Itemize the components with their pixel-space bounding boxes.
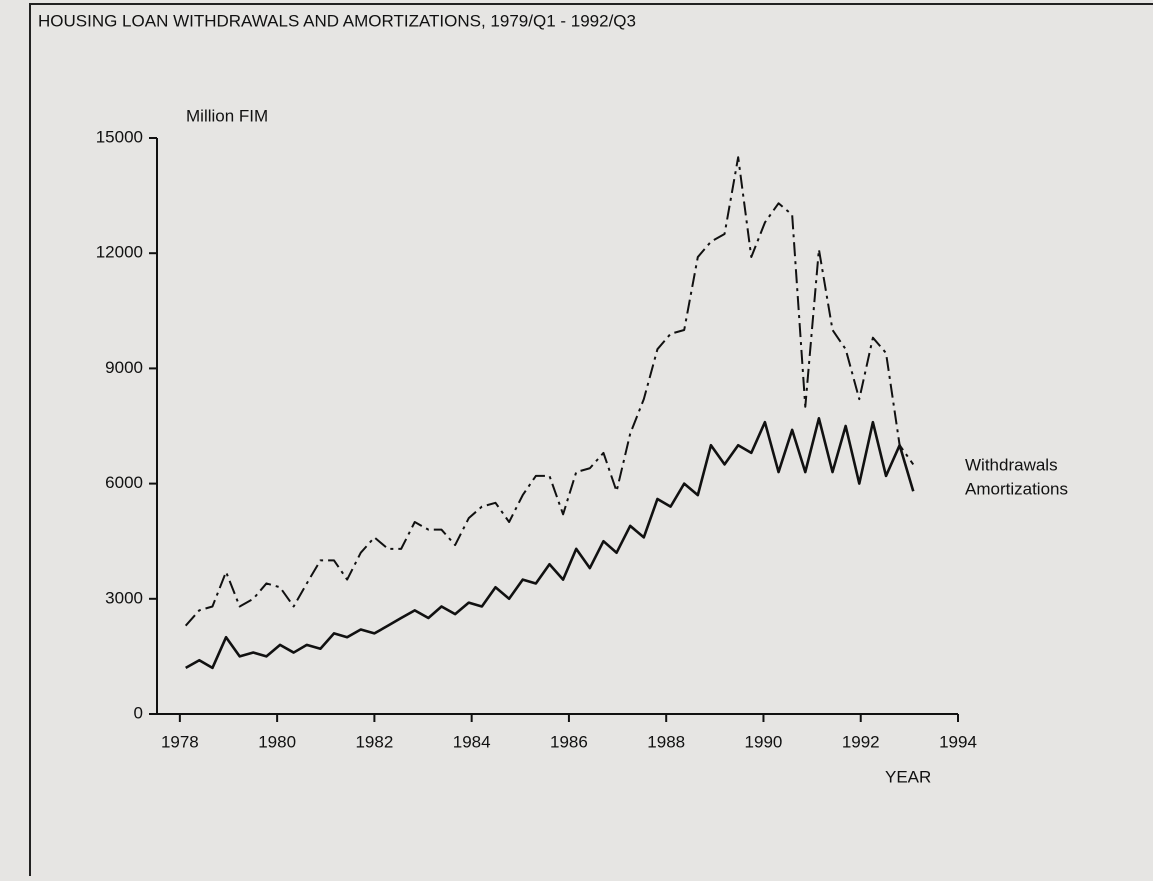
y-tick-label: 12000	[96, 243, 143, 262]
y-tick-label: 0	[134, 703, 143, 722]
y-tick-label: 6000	[105, 473, 143, 492]
x-tick-label: 1978	[161, 732, 199, 751]
line-series	[184, 156, 915, 627]
x-tick-label: 1980	[258, 732, 296, 751]
y-axis-label: Million FIM	[186, 106, 268, 125]
x-tick-label: 1990	[745, 732, 783, 751]
x-tick-label: 1986	[550, 732, 588, 751]
x-tick-label: 1992	[842, 732, 880, 751]
x-tick-label: 1994	[939, 732, 977, 751]
line-series	[185, 417, 915, 670]
chart-title: HOUSING LOAN WITHDRAWALS AND AMORTIZATIO…	[38, 11, 636, 30]
legend-label: Amortizations	[965, 479, 1068, 498]
y-tick-label: 15000	[96, 127, 143, 146]
y-tick-label: 3000	[105, 588, 143, 607]
frame	[29, 3, 1153, 881]
x-tick-label: 1988	[647, 732, 685, 751]
y-tick-label: 9000	[105, 358, 143, 377]
legend-label: Withdrawals	[965, 455, 1058, 474]
x-tick-label: 1984	[453, 732, 491, 751]
x-axis-label: YEAR	[885, 767, 931, 786]
x-tick-label: 1982	[355, 732, 393, 751]
